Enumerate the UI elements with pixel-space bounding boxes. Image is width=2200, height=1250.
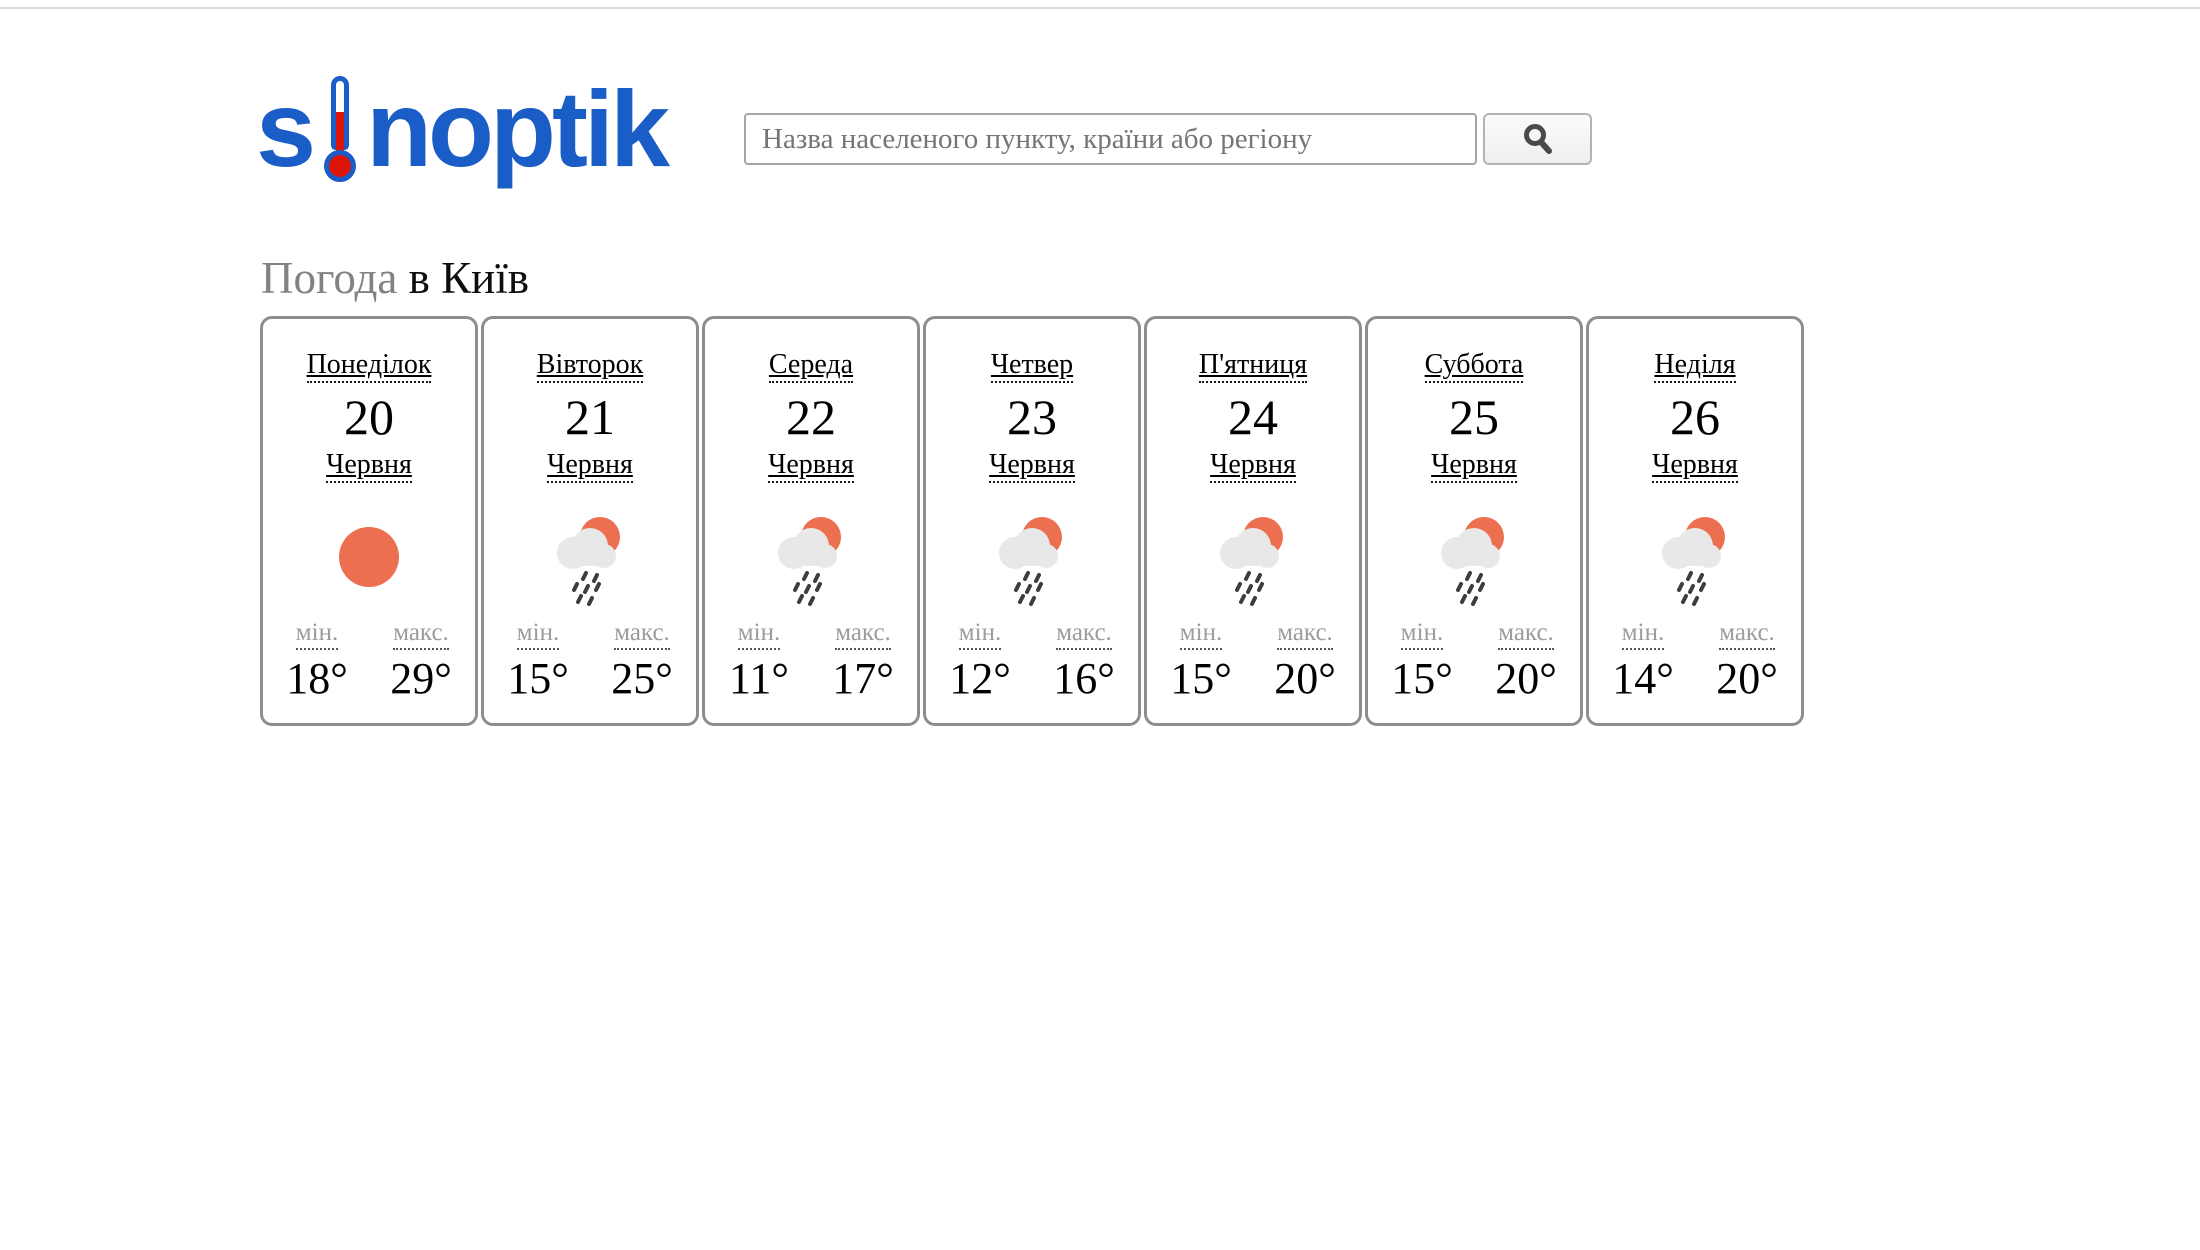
weather-icon (263, 505, 475, 609)
max-temp: 29° (390, 654, 452, 703)
search-button[interactable] (1483, 113, 1592, 165)
day-link[interactable]: Понеділок (306, 349, 432, 383)
max-label: макс. (614, 619, 670, 650)
day-link[interactable]: Суббота (1424, 349, 1524, 383)
search-icon (1523, 124, 1552, 154)
min-temp: 12° (949, 654, 1011, 703)
day-link[interactable]: Четвер (990, 349, 1074, 383)
min-label: мін. (1179, 619, 1223, 650)
min-label: мін. (1400, 619, 1444, 650)
max-temp: 20° (1495, 654, 1557, 703)
max-label: макс. (1719, 619, 1775, 650)
max-label: макс. (393, 619, 449, 650)
max-label: макс. (1277, 619, 1333, 650)
forecast-card[interactable]: Четвер 23 Червня (923, 316, 1141, 726)
day-link[interactable]: Середа (768, 349, 854, 383)
min-temp: 18° (286, 654, 348, 703)
max-temp: 20° (1274, 654, 1336, 703)
max-temp: 17° (832, 654, 894, 703)
month-link[interactable]: Червня (1652, 448, 1738, 483)
weather-icon (705, 505, 917, 609)
max-temp: 16° (1053, 654, 1115, 703)
min-label: мін. (516, 619, 560, 650)
sun-icon (339, 526, 399, 587)
forecast-card[interactable]: Понеділок 20 Червня (260, 316, 478, 726)
day-link[interactable]: П'ятниця (1198, 349, 1308, 383)
max-label: макс. (835, 619, 891, 650)
forecast-card[interactable]: П'ятниця 24 Червня (1144, 316, 1362, 726)
min-temp: 15° (507, 654, 569, 703)
min-temp: 15° (1391, 654, 1453, 703)
sinoptik-logo[interactable]: s noptik (256, 67, 670, 189)
sun-rain-icon (1441, 516, 1504, 606)
min-temp: 11° (729, 654, 789, 703)
top-divider (0, 7, 2200, 9)
min-label: мін. (1621, 619, 1665, 650)
forecast-card[interactable]: Суббота 25 Червня (1365, 316, 1583, 726)
card-date: 25 (1449, 389, 1499, 445)
logo-text-noptik: noptik (366, 67, 670, 189)
search-input[interactable] (744, 113, 1477, 165)
forecast-card[interactable]: Неділя 26 Червня (1586, 316, 1804, 726)
max-label: макс. (1056, 619, 1112, 650)
forecast-cards: Понеділок 20 Червня (260, 316, 1804, 726)
card-date: 21 (565, 389, 615, 445)
weather-icon (1368, 505, 1580, 609)
sun-rain-icon (999, 516, 1062, 606)
month-link[interactable]: Червня (1431, 448, 1517, 483)
weather-icon (484, 505, 696, 609)
month-link[interactable]: Червня (326, 448, 412, 483)
day-link[interactable]: Вівторок (536, 349, 644, 383)
max-label: макс. (1498, 619, 1554, 650)
month-link[interactable]: Червня (989, 448, 1075, 483)
card-date: 22 (786, 389, 836, 445)
max-temp: 25° (611, 654, 673, 703)
month-link[interactable]: Червня (1210, 448, 1296, 483)
weather-icon (1589, 505, 1801, 609)
min-label: мін. (958, 619, 1002, 650)
month-link[interactable]: Червня (768, 448, 854, 483)
max-temp: 20° (1716, 654, 1778, 703)
logo-text-s: s (256, 67, 316, 189)
sun-rain-icon (1220, 516, 1283, 606)
thermometer-icon (322, 76, 358, 182)
forecast-card[interactable]: Середа 22 Червня (702, 316, 920, 726)
forecast-card[interactable]: Вівторок 21 Червня (481, 316, 699, 726)
search-bar (744, 113, 1592, 165)
sun-rain-icon (557, 516, 620, 606)
weather-icon (1147, 505, 1359, 609)
min-temp: 14° (1612, 654, 1674, 703)
card-date: 26 (1670, 389, 1720, 445)
sun-rain-icon (778, 516, 841, 606)
min-label: мін. (737, 619, 781, 650)
page-title-city: в Київ (397, 253, 530, 303)
month-link[interactable]: Червня (547, 448, 633, 483)
weather-icon (926, 505, 1138, 609)
card-date: 24 (1228, 389, 1278, 445)
min-label: мін. (295, 619, 339, 650)
card-date: 23 (1007, 389, 1057, 445)
card-date: 20 (344, 389, 394, 445)
page-title-weather: Погода (261, 253, 398, 303)
sun-rain-icon (1662, 516, 1725, 606)
page-title: Погода в Київ (261, 253, 530, 304)
day-link[interactable]: Неділя (1654, 349, 1736, 383)
min-temp: 15° (1170, 654, 1232, 703)
